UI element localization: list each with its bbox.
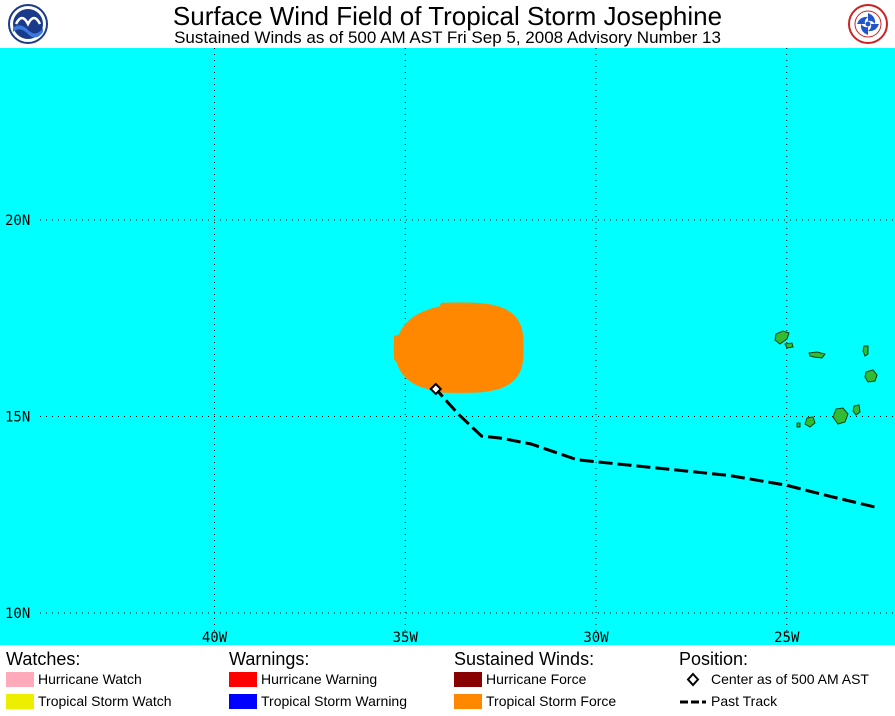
latitude-labels: 20N 15N 10N [5, 213, 30, 622]
tropical-storm-force-wind-field [393, 302, 524, 393]
legend-label: Center as of 500 AM AST [711, 671, 869, 687]
storm-center-marker [429, 382, 443, 396]
swatch-tropical-storm-warning [229, 694, 257, 709]
longitude-label: 25W [774, 630, 800, 645]
page-title: Surface Wind Field of Tropical Storm Jos… [172, 1, 723, 31]
island-maio [852, 404, 861, 416]
page-subtitle: Sustained Winds as of 500 AM AST Fri Sep… [174, 28, 721, 47]
map-area: 20N 15N 10N 40W 35W 30W 25W [0, 48, 895, 645]
longitude-label: 35W [393, 630, 419, 645]
legend-label: Hurricane Warning [261, 671, 378, 687]
latitude-label: 10N [5, 606, 30, 622]
island-sao-nicolau [808, 351, 826, 359]
legend-label: Tropical Storm Force [486, 693, 617, 709]
swatch-hurricane-force [454, 672, 482, 687]
longitude-label: 40W [202, 630, 228, 645]
legend-heading-warnings: Warnings: [229, 649, 310, 669]
legend-label: Hurricane Force [486, 671, 587, 687]
dashed-line-icon [680, 700, 706, 704]
island-brava [796, 422, 801, 428]
longitude-label: 30W [583, 630, 609, 645]
swatch-hurricane-watch [6, 672, 34, 687]
legend-heading-sustained-winds: Sustained Winds: [454, 649, 595, 669]
legend: Watches: Hurricane Watch Tropical Storm … [0, 645, 895, 716]
island-santo-antao [774, 330, 790, 345]
noaa-logo-icon [8, 4, 48, 44]
legend-label: Hurricane Watch [38, 671, 142, 687]
latitude-label: 20N [5, 213, 30, 229]
map-svg: 20N 15N 10N 40W 35W 30W 25W [0, 48, 895, 645]
island-sao-vicente [784, 342, 794, 349]
swatch-tropical-storm-watch [6, 694, 34, 709]
swatch-hurricane-warning [229, 672, 257, 687]
center-diamond-icon [429, 382, 443, 396]
island-fogo [804, 416, 816, 428]
diamond-icon [686, 672, 700, 687]
nws-logo-icon [848, 4, 888, 44]
header: Surface Wind Field of Tropical Storm Jos… [0, 0, 895, 47]
tropical-storm-force-area [393, 302, 524, 393]
legend-heading-watches: Watches: [6, 649, 81, 669]
legend-label: Past Track [711, 693, 778, 709]
legend-label: Tropical Storm Warning [261, 693, 408, 709]
island-boa-vista [864, 369, 878, 383]
past-track-line [434, 387, 875, 509]
legend-label: Tropical Storm Watch [38, 693, 172, 709]
latitude-label: 15N [5, 410, 30, 426]
island-santiago [832, 407, 849, 425]
island-sal [862, 345, 869, 357]
longitude-labels: 40W 35W 30W 25W [202, 630, 800, 645]
legend-heading-position: Position: [679, 649, 749, 669]
swatch-tropical-storm-force [454, 694, 482, 709]
cape-verde-islands [774, 330, 878, 428]
